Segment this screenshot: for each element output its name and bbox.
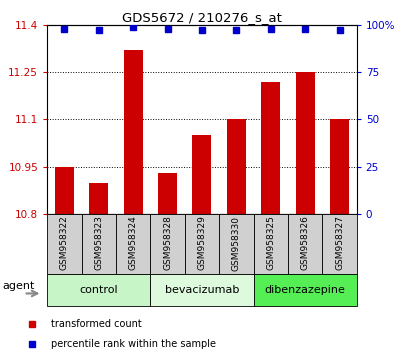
Text: GSM958326: GSM958326 xyxy=(300,216,309,270)
Bar xyxy=(261,81,279,214)
Bar xyxy=(218,214,253,274)
Bar xyxy=(47,274,150,306)
Bar xyxy=(295,72,314,214)
Bar xyxy=(81,214,116,274)
Title: GDS5672 / 210276_s_at: GDS5672 / 210276_s_at xyxy=(122,11,281,24)
Bar xyxy=(329,120,348,214)
Text: percentile rank within the sample: percentile rank within the sample xyxy=(51,339,215,349)
Text: GSM958330: GSM958330 xyxy=(231,216,240,270)
Bar xyxy=(47,214,81,274)
Bar xyxy=(321,214,356,274)
Bar xyxy=(253,214,287,274)
Bar xyxy=(184,214,218,274)
Text: control: control xyxy=(79,285,118,295)
Bar xyxy=(192,135,211,214)
Bar xyxy=(253,274,356,306)
Text: dibenzazepine: dibenzazepine xyxy=(264,285,345,295)
Text: GSM958327: GSM958327 xyxy=(334,216,343,270)
Text: GSM958325: GSM958325 xyxy=(265,216,274,270)
Text: transformed count: transformed count xyxy=(51,319,141,329)
Bar xyxy=(158,173,177,214)
Bar xyxy=(287,214,321,274)
Bar xyxy=(55,167,74,214)
Bar xyxy=(89,183,108,214)
Text: GSM958323: GSM958323 xyxy=(94,216,103,270)
Bar xyxy=(226,120,245,214)
Text: GSM958328: GSM958328 xyxy=(163,216,172,270)
Bar xyxy=(150,274,253,306)
Text: bevacizumab: bevacizumab xyxy=(164,285,238,295)
Text: GSM958322: GSM958322 xyxy=(60,216,69,270)
Bar xyxy=(124,50,142,214)
Text: GSM958324: GSM958324 xyxy=(128,216,137,270)
Bar xyxy=(116,214,150,274)
Text: agent: agent xyxy=(2,280,35,291)
Bar xyxy=(150,214,184,274)
Text: GSM958329: GSM958329 xyxy=(197,216,206,270)
